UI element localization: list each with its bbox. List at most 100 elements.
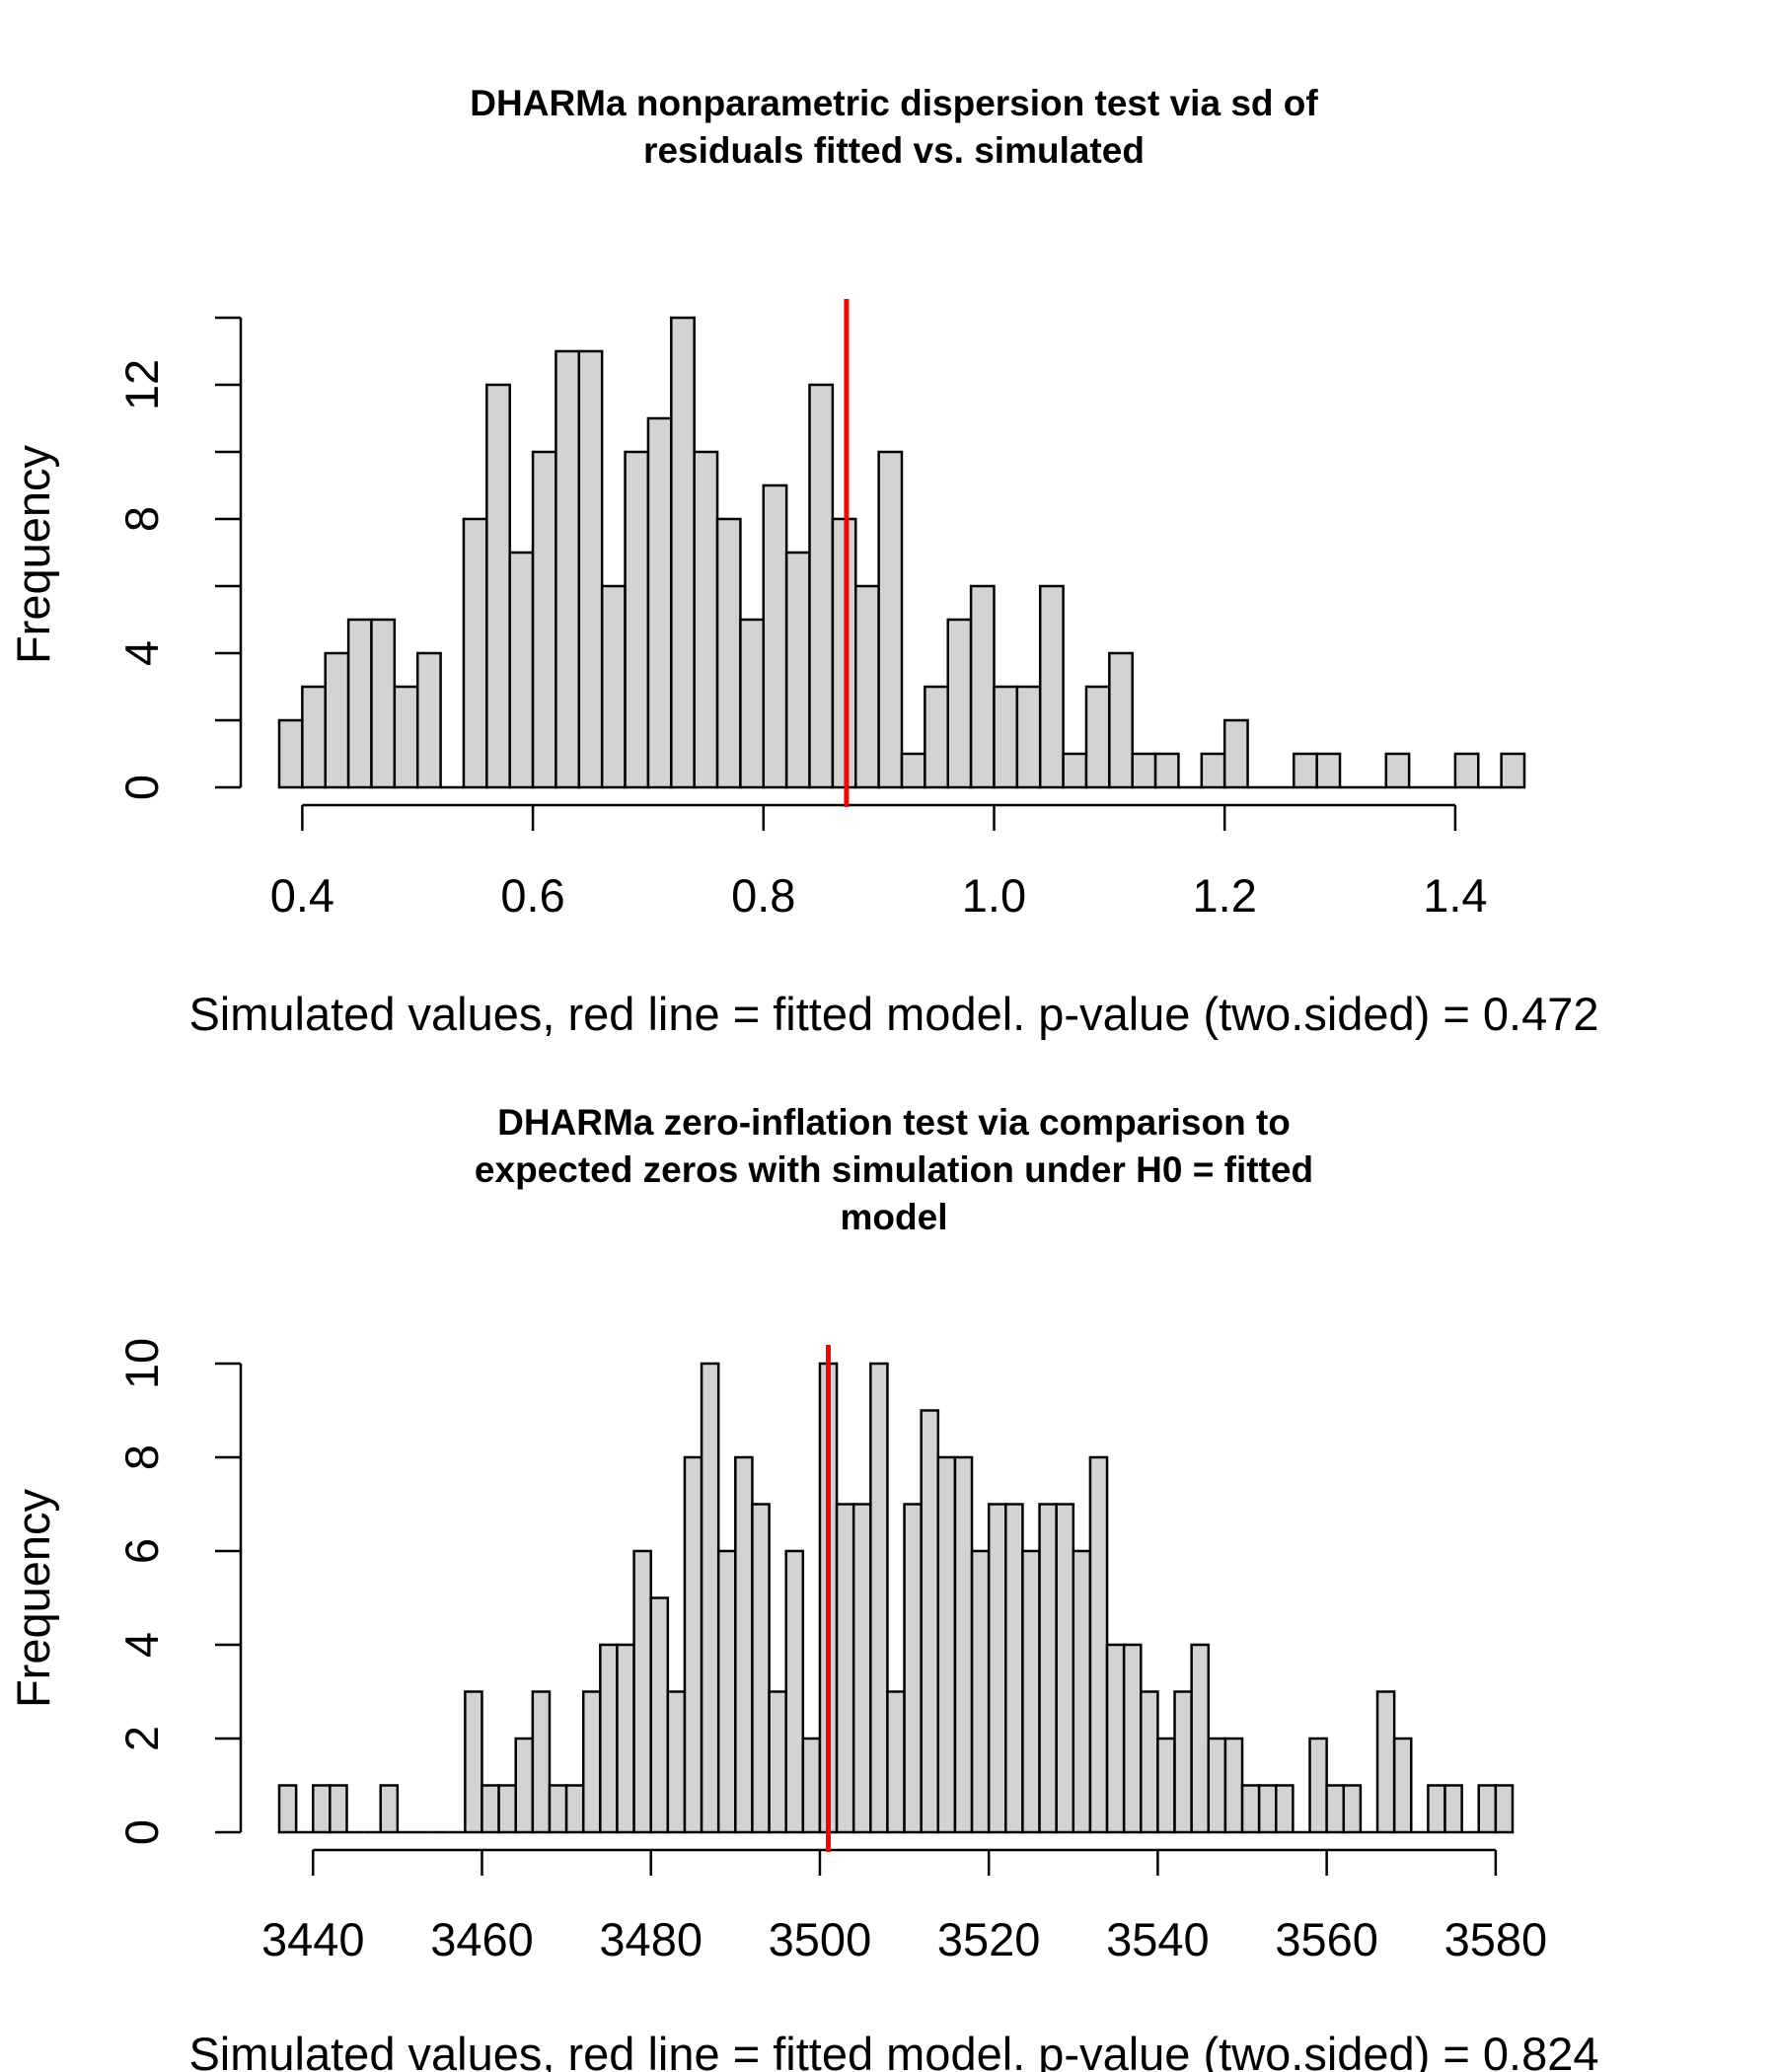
histogram-bar [854, 584, 880, 789]
histogram-bar [900, 752, 926, 789]
x-tick-label: 3560 [1275, 1913, 1378, 1965]
histogram-bar [1140, 1690, 1159, 1834]
histogram-bar [801, 1737, 822, 1834]
histogram-bar [1084, 685, 1111, 789]
x-tick-label: 3480 [599, 1913, 703, 1965]
histogram-bar [768, 1690, 787, 1834]
histogram-bar [1223, 1737, 1244, 1834]
histogram-bar [632, 1549, 652, 1834]
histogram-bar [946, 618, 973, 789]
histogram-bar [1453, 752, 1480, 789]
y-axis-label: Frequency [7, 444, 59, 664]
histogram-bar [877, 450, 904, 789]
x-axis-label: Simulated values, red line = fitted mode… [188, 988, 1598, 1040]
histogram-bar [481, 1784, 500, 1834]
x-tick-label: 1.0 [962, 869, 1026, 922]
histogram-bars [277, 1362, 1515, 1834]
histogram-bar [370, 618, 397, 789]
histogram-bar [987, 1503, 1007, 1834]
histogram-bar [301, 685, 327, 789]
histogram-bar [1308, 1737, 1328, 1834]
y-tick-label: 0 [115, 775, 168, 800]
histogram-bar [616, 1643, 635, 1834]
x-tick-label: 3580 [1444, 1913, 1548, 1965]
histogram-bar [1055, 1503, 1075, 1834]
histogram-bar [462, 517, 488, 789]
y-tick-label: 0 [115, 1819, 168, 1845]
histogram-bar [581, 1690, 602, 1834]
histogram-bar [953, 1455, 974, 1834]
histogram-bar [683, 1455, 703, 1834]
histogram-bar [1257, 1784, 1278, 1834]
x-tick-label: 3500 [769, 1913, 872, 1965]
histogram-bar [903, 1503, 923, 1834]
x-tick-label: 0.4 [270, 869, 334, 922]
x-tick-label: 1.4 [1423, 869, 1487, 922]
histogram-bar [784, 1549, 805, 1834]
histogram-bar [277, 718, 304, 789]
x-tick-label: 3440 [261, 1913, 365, 1965]
histogram-bar [751, 1503, 771, 1834]
histogram-bar [1190, 1643, 1211, 1834]
histogram-bar [1131, 752, 1157, 789]
histogram-bar [624, 450, 650, 789]
histogram-bar [1038, 584, 1065, 789]
histogram-bar [1315, 752, 1342, 789]
histogram-bar [555, 349, 581, 789]
histogram-bar [716, 1549, 737, 1834]
histogram-bar [346, 618, 373, 789]
histogram-bar [1325, 1784, 1346, 1834]
histogram-bar [1275, 1784, 1295, 1834]
histogram-bar [1021, 1549, 1041, 1834]
histogram-bar [1375, 1690, 1396, 1834]
histogram-bar [531, 450, 557, 789]
y-tick-label: 8 [115, 506, 168, 532]
histogram-bar [936, 1455, 957, 1834]
histogram-bar [970, 1549, 991, 1834]
y-tick-label: 6 [115, 1538, 168, 1564]
histogram-bar [1038, 1503, 1058, 1834]
histogram-bar [715, 517, 742, 789]
histogram-bar [666, 1690, 687, 1834]
histogram-bar [1108, 651, 1134, 789]
histogram-bar [1392, 1737, 1413, 1834]
y-tick-label: 10 [115, 1338, 168, 1389]
histogram-bar [1494, 1784, 1515, 1834]
histogram-bar [1062, 752, 1088, 789]
histogram-bar [564, 1784, 585, 1834]
chart-title-line-3: model [841, 1197, 948, 1237]
histogram-bar [1500, 752, 1526, 789]
histogram-bar [485, 383, 511, 789]
y-axis-label: Frequency [7, 1488, 59, 1708]
histogram-bar [1293, 752, 1318, 789]
x-tick-label: 0.6 [500, 869, 564, 922]
x-tick-label: 3520 [937, 1913, 1041, 1965]
zero-inflation-test-panel: DHARMa zero-inflation test via compariso… [7, 1102, 1599, 2072]
histogram-bar [329, 1784, 348, 1834]
histogram-bar [1240, 1784, 1261, 1834]
x-tick-label: 0.8 [731, 869, 795, 922]
histogram-bar [762, 483, 788, 789]
histogram-bar [393, 685, 419, 789]
chart-title-line-2: residuals fitted vs. simulated [643, 130, 1145, 171]
histogram-bar [1122, 1643, 1143, 1834]
histogram-bar [1173, 1690, 1193, 1834]
histogram-bar [693, 450, 719, 789]
histogram-bar [924, 685, 949, 789]
histogram-bar [1088, 1455, 1109, 1834]
histogram-bar [415, 651, 442, 789]
chart-title-line-1: DHARMa nonparametric dispersion test via… [470, 83, 1318, 123]
histogram-bar [577, 349, 604, 789]
histogram-bar [1105, 1643, 1126, 1834]
y-tick-label: 12 [115, 359, 168, 410]
histogram-bar [508, 551, 535, 789]
histogram-bar [739, 618, 766, 789]
y-tick-label: 8 [115, 1444, 168, 1470]
histogram-bar [1384, 752, 1411, 789]
histogram-bar [784, 551, 811, 789]
histogram-bar [1222, 718, 1249, 789]
chart-title-line-2: expected zeros with simulation under H0 … [475, 1149, 1313, 1190]
histogram-bar [464, 1690, 483, 1834]
